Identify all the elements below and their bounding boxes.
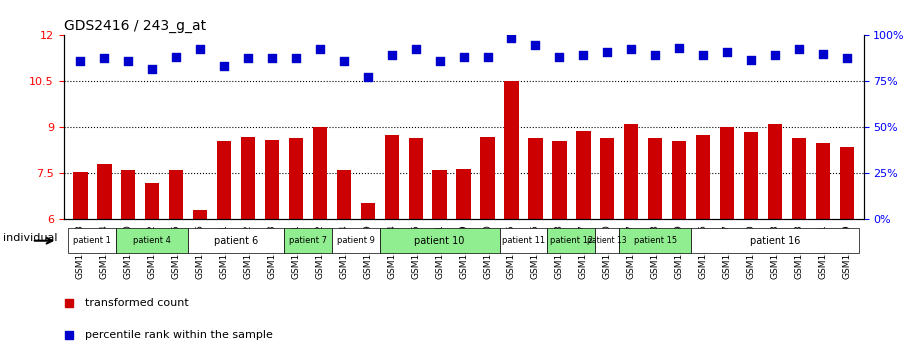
FancyBboxPatch shape — [116, 228, 188, 253]
Text: patient 15: patient 15 — [634, 236, 676, 245]
Bar — [385, 135, 399, 219]
Point — [145, 66, 159, 72]
Point — [768, 52, 783, 58]
Bar — [672, 141, 686, 219]
Point — [241, 56, 255, 61]
Bar — [217, 141, 231, 219]
Text: individual: individual — [4, 233, 57, 243]
Bar — [648, 138, 663, 219]
Text: patient 16: patient 16 — [750, 236, 800, 246]
Bar — [768, 124, 782, 219]
Point — [695, 52, 710, 58]
Point — [648, 52, 663, 58]
Bar — [552, 141, 566, 219]
Point — [313, 46, 327, 52]
Point — [672, 45, 686, 51]
Point — [217, 63, 232, 69]
Bar — [336, 170, 351, 219]
Point — [624, 46, 638, 52]
FancyBboxPatch shape — [332, 228, 380, 253]
Bar — [576, 131, 591, 219]
Point — [97, 56, 112, 61]
Point — [289, 56, 304, 61]
Bar — [289, 138, 303, 219]
Bar — [696, 135, 710, 219]
Point — [504, 36, 519, 41]
Bar — [792, 138, 806, 219]
Point — [815, 51, 830, 57]
Bar — [193, 210, 207, 219]
Bar — [840, 147, 854, 219]
Text: patient 11: patient 11 — [502, 236, 545, 245]
Text: patient 7: patient 7 — [289, 236, 327, 245]
FancyBboxPatch shape — [68, 228, 116, 253]
Point — [73, 59, 87, 64]
FancyBboxPatch shape — [500, 228, 547, 253]
Bar — [504, 81, 519, 219]
Point — [792, 46, 806, 52]
Bar — [720, 127, 734, 219]
Point — [193, 46, 207, 52]
Text: patient 1: patient 1 — [74, 236, 111, 245]
Bar — [74, 172, 87, 219]
FancyBboxPatch shape — [284, 228, 332, 253]
Bar — [456, 169, 471, 219]
Point — [361, 74, 375, 80]
Text: percentile rank within the sample: percentile rank within the sample — [85, 330, 274, 339]
Bar — [408, 138, 423, 219]
Bar — [361, 202, 375, 219]
Point — [336, 59, 351, 64]
Bar — [480, 137, 494, 219]
Point — [600, 50, 614, 55]
Point — [433, 59, 447, 64]
Point — [576, 52, 591, 58]
Point — [169, 54, 184, 60]
Text: patient 12: patient 12 — [550, 236, 593, 245]
Point — [456, 54, 471, 60]
FancyBboxPatch shape — [595, 228, 619, 253]
Point — [385, 52, 399, 58]
Point — [528, 42, 543, 47]
Text: patient 6: patient 6 — [214, 236, 258, 246]
Bar — [815, 143, 830, 219]
Text: patient 10: patient 10 — [415, 236, 464, 246]
Bar — [313, 127, 327, 219]
Point — [744, 57, 758, 63]
Bar — [265, 140, 279, 219]
Bar — [744, 132, 758, 219]
Bar — [145, 183, 159, 219]
Bar — [600, 138, 614, 219]
Text: GDS2416 / 243_g_at: GDS2416 / 243_g_at — [64, 19, 205, 33]
Point — [840, 56, 854, 61]
FancyBboxPatch shape — [691, 228, 859, 253]
Point — [552, 54, 566, 60]
Bar — [241, 137, 255, 219]
Bar — [169, 170, 184, 219]
Bar — [624, 124, 638, 219]
Point — [408, 46, 423, 52]
Bar — [97, 164, 112, 219]
Point — [480, 54, 494, 60]
Bar — [433, 170, 447, 219]
Point — [121, 59, 135, 64]
Bar — [121, 170, 135, 219]
Text: patient 9: patient 9 — [337, 236, 375, 245]
FancyBboxPatch shape — [380, 228, 500, 253]
Point — [720, 50, 734, 55]
Text: transformed count: transformed count — [85, 298, 189, 308]
Bar — [528, 138, 543, 219]
Text: patient 13: patient 13 — [587, 236, 627, 245]
Text: patient 4: patient 4 — [134, 236, 171, 245]
FancyBboxPatch shape — [619, 228, 691, 253]
Point — [265, 56, 279, 61]
FancyBboxPatch shape — [547, 228, 595, 253]
FancyBboxPatch shape — [188, 228, 284, 253]
